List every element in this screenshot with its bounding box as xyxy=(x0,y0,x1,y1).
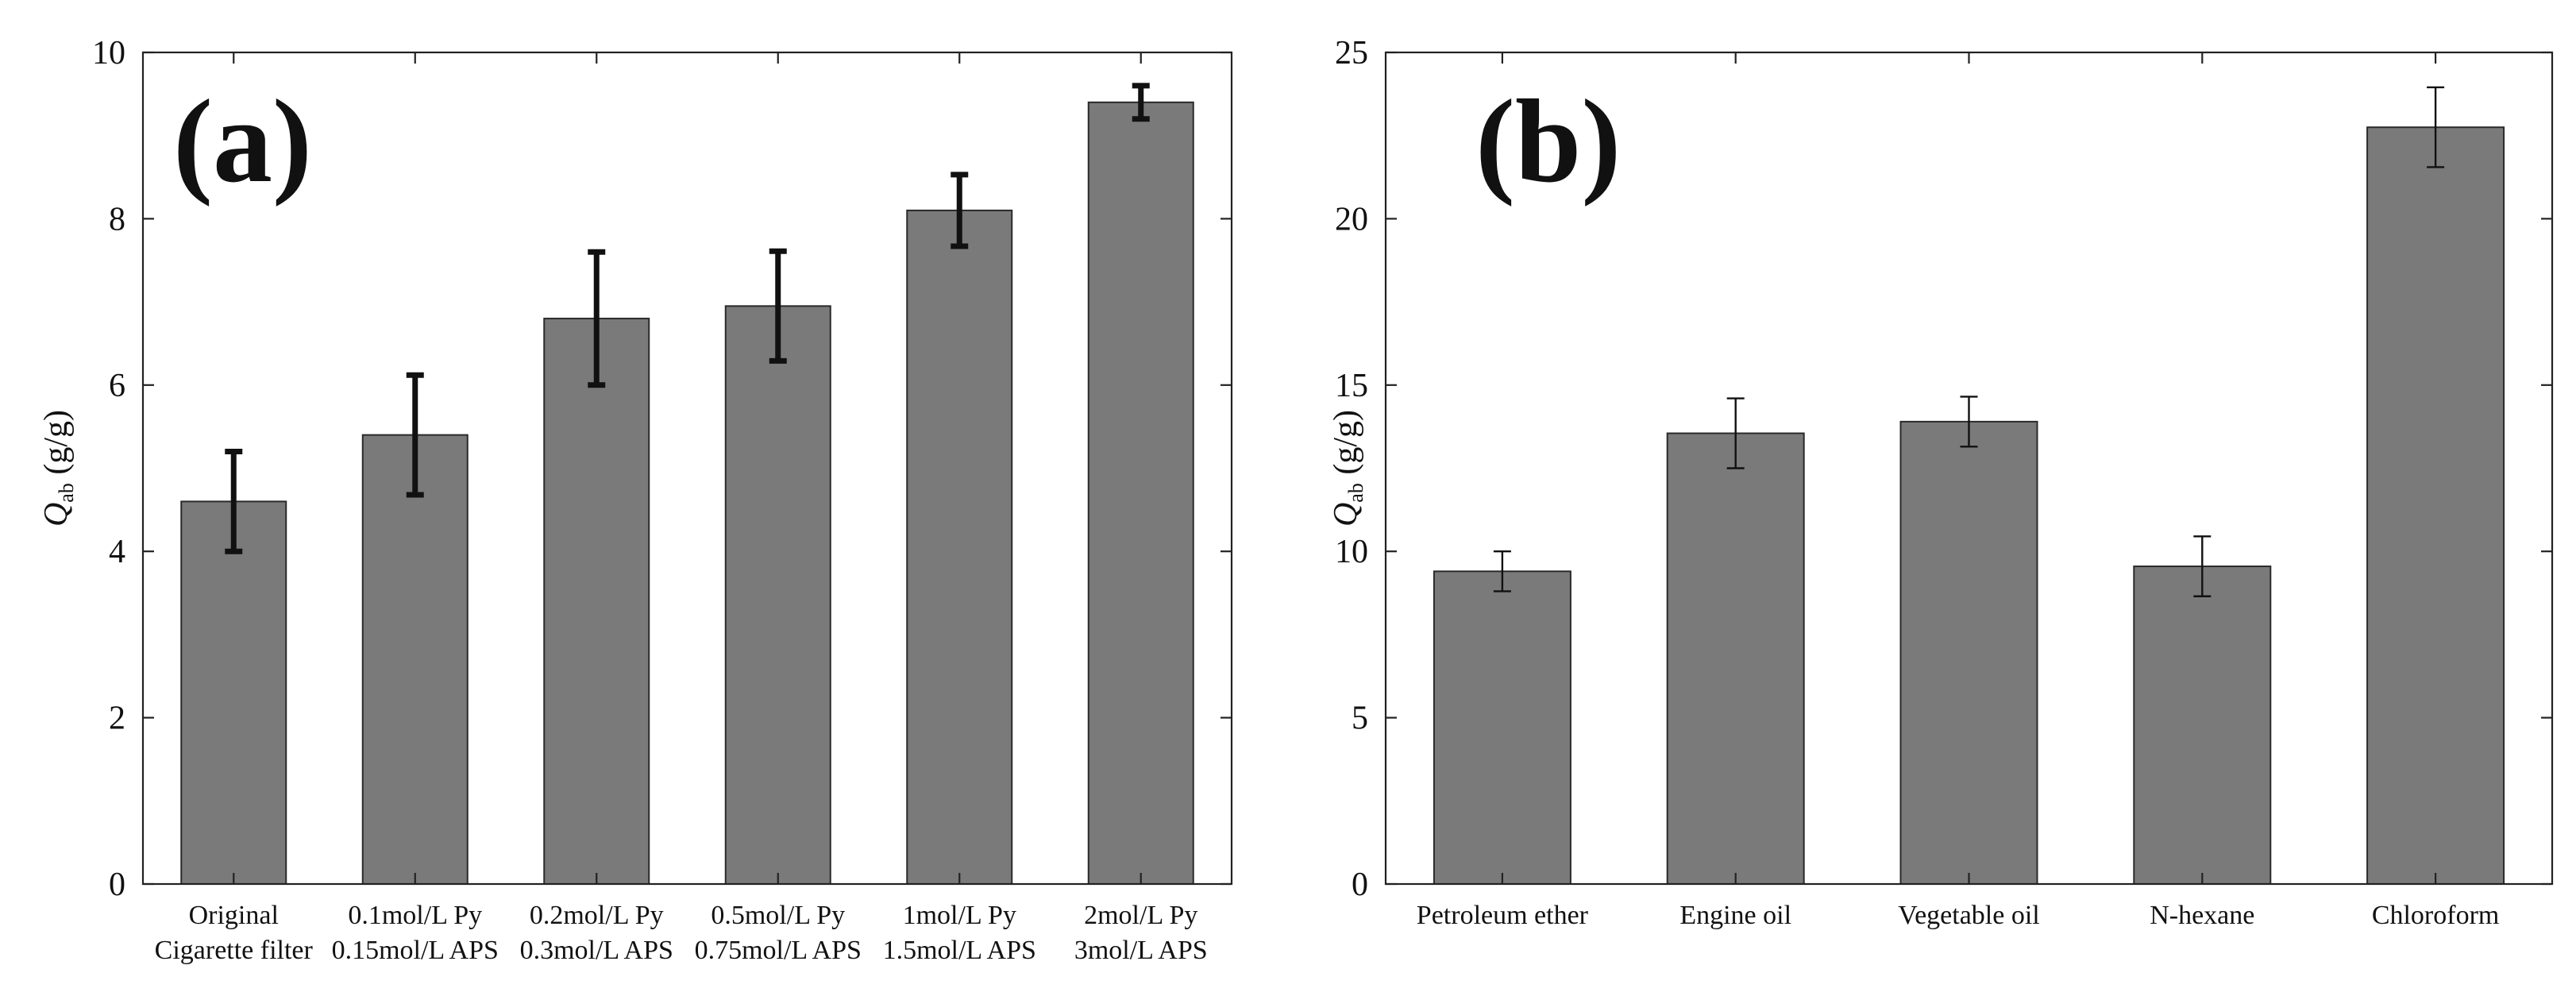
y-tick-label: 5 xyxy=(1352,701,1368,737)
error-bar xyxy=(1960,396,1978,448)
x-category-label-line: 1mol/L Py xyxy=(903,901,1016,930)
x-category-label-line: 0.2mol/L Py xyxy=(530,901,664,930)
panel-label: (b) xyxy=(1475,75,1621,207)
error-bar xyxy=(588,249,606,388)
error-bar xyxy=(769,248,787,364)
y-tick-label: 10 xyxy=(92,35,125,71)
panel-label: (a) xyxy=(173,75,312,207)
plot-frame xyxy=(141,51,1233,886)
error-bar xyxy=(951,172,969,249)
error-bar xyxy=(1132,83,1150,122)
error-bar xyxy=(225,449,243,554)
y-tick-label: 10 xyxy=(1335,534,1368,570)
x-category-label: Chloroform xyxy=(2372,901,2500,930)
x-category-label-line: Original xyxy=(189,901,279,930)
y-axis-label-units: (g/g) xyxy=(1328,410,1364,483)
y-tick-label: 8 xyxy=(109,201,125,237)
x-category-label: Engine oil xyxy=(1679,901,1791,930)
x-category-label: 2mol/L Py 3mol/L APS xyxy=(1074,901,1208,965)
x-category-label-line: Vegetable oil xyxy=(1898,901,2039,930)
chart-panel-b: 0 5 10 15 20 25 Petroleum ether Engine oil Veget… xyxy=(1328,35,2554,930)
y-tick-label: 6 xyxy=(109,368,125,404)
error-bar xyxy=(1726,397,1745,469)
x-category-label: Petroleum ether xyxy=(1417,901,1589,930)
x-category-label-line: 0.1mol/L Py xyxy=(348,901,482,930)
x-category-label: 0.1mol/L Py 0.15mol/L APS xyxy=(332,901,499,965)
x-category-label: Original Cigarette filter xyxy=(155,901,314,965)
x-category-label-line: Cigarette filter xyxy=(155,936,314,965)
x-category-label-line: N-hexane xyxy=(2150,901,2254,930)
chart-panel-a: 0 2 4 6 8 10 Original Cigarette filter 0.1mol/L … xyxy=(38,35,1233,965)
bar xyxy=(1433,570,1571,885)
x-category-label-line: Chloroform xyxy=(2372,901,2500,930)
y-tick-label: 4 xyxy=(109,534,125,570)
y-axis-label-subscript: ab xyxy=(1344,483,1367,503)
y-axis-label-units: (g/g) xyxy=(38,410,75,483)
x-category-label: N-hexane xyxy=(2150,901,2254,930)
x-category-label: 0.2mol/L Py 0.3mol/L APS xyxy=(520,901,673,965)
x-category-label-line: 0.15mol/L APS xyxy=(332,936,499,965)
x-category-label-line: Engine oil xyxy=(1679,901,1791,930)
bar xyxy=(1899,420,2038,885)
error-bar xyxy=(2427,86,2445,168)
error-bar xyxy=(406,372,424,498)
bar xyxy=(2133,566,2272,886)
bar xyxy=(361,434,469,885)
y-tick-label: 0 xyxy=(109,867,125,903)
x-category-label-line: 1.5mol/L APS xyxy=(883,936,1036,965)
x-category-label-line: 0.5mol/L Py xyxy=(711,901,845,930)
x-category-label-line: Petroleum ether xyxy=(1417,901,1589,930)
y-axis-label: Qab (g/g) xyxy=(38,410,78,527)
bar xyxy=(1666,432,1805,885)
y-tick-label: 25 xyxy=(1335,35,1368,71)
bar xyxy=(724,305,831,885)
y-axis-label-symbol: Q xyxy=(1328,503,1364,527)
y-tick-label: 0 xyxy=(1352,867,1368,903)
y-tick-label: 15 xyxy=(1335,368,1368,404)
error-bar xyxy=(1493,550,1511,593)
y-tick-label: 20 xyxy=(1335,201,1368,237)
x-category-label: 1mol/L Py 1.5mol/L APS xyxy=(883,901,1036,965)
bar xyxy=(543,318,650,886)
x-category-label-line: 0.75mol/L APS xyxy=(695,936,862,965)
bar xyxy=(1087,101,1194,885)
x-category-label-line: 3mol/L APS xyxy=(1074,936,1208,965)
y-axis-label-subscript: ab xyxy=(55,483,78,503)
bar xyxy=(180,500,287,885)
x-category-label-line: 2mol/L Py xyxy=(1084,901,1197,930)
y-axis-label-symbol: Q xyxy=(38,503,75,527)
x-category-label: 0.5mol/L Py 0.75mol/L APS xyxy=(695,901,862,965)
x-category-label: Vegetable oil xyxy=(1898,901,2039,930)
bar xyxy=(906,209,1013,885)
y-tick-label: 2 xyxy=(109,701,125,737)
error-bar xyxy=(2193,535,2212,597)
x-category-label-line: 0.3mol/L APS xyxy=(520,936,673,965)
y-axis-label: Qab (g/g) xyxy=(1328,410,1367,527)
bar xyxy=(2366,126,2505,886)
